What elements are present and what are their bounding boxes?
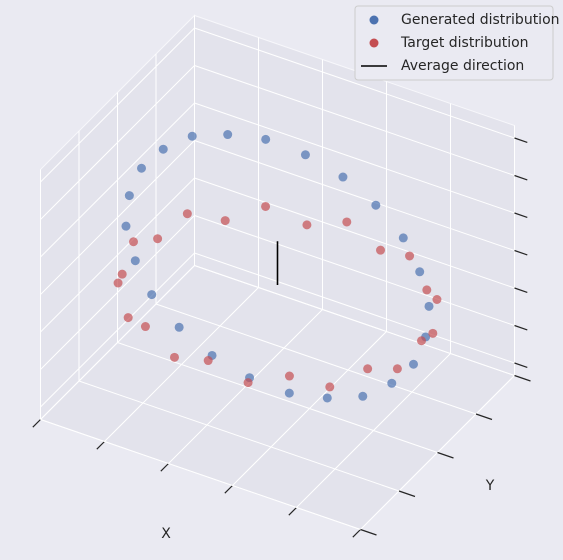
x-tick (352, 529, 361, 538)
point (325, 382, 335, 392)
y-tick (398, 490, 416, 498)
point (405, 251, 415, 261)
point (147, 290, 157, 300)
x-tick (32, 419, 41, 428)
legend-swatch (369, 38, 379, 48)
point (300, 150, 310, 160)
legend-label: Average direction (401, 58, 524, 74)
point (284, 371, 294, 381)
point (140, 322, 150, 332)
point (322, 393, 332, 403)
z-tick (514, 137, 528, 143)
point (417, 336, 426, 346)
grid-line (194, 65, 515, 176)
grid-line (194, 102, 515, 214)
plot (32, 14, 531, 538)
point (129, 237, 138, 247)
y-axis-label: Y (485, 478, 495, 494)
grid-line (194, 177, 515, 289)
point (338, 172, 348, 182)
point (137, 163, 146, 173)
grid-line (40, 252, 195, 408)
point (130, 256, 140, 266)
point (428, 328, 438, 338)
point (123, 313, 133, 323)
grid-line (194, 27, 515, 139)
grid-line (40, 65, 195, 220)
legend-swatch (369, 15, 379, 25)
grid-line (40, 27, 195, 183)
point (261, 201, 271, 211)
grid-line (78, 380, 400, 492)
grid-line (40, 419, 361, 530)
grid-line (194, 140, 515, 251)
grid-line (155, 303, 477, 415)
point (117, 269, 127, 279)
grid-line (194, 252, 515, 364)
point (174, 322, 184, 332)
z-tick (514, 324, 528, 331)
point (284, 388, 294, 398)
grid-line (194, 215, 515, 326)
legend-box (354, 5, 554, 81)
point (153, 234, 163, 244)
y-tick (475, 413, 493, 421)
point (243, 378, 253, 388)
grid-line (40, 215, 195, 370)
point (182, 209, 192, 219)
x-tick (96, 441, 105, 450)
z-tick (514, 174, 528, 181)
x-tick (160, 463, 169, 472)
point (376, 245, 386, 255)
x-axis-label: X (161, 526, 171, 542)
point (158, 144, 168, 154)
point (223, 130, 233, 140)
z-tick (514, 249, 528, 256)
point (415, 267, 425, 277)
legend: Generated distribution Target distributio… (354, 5, 560, 81)
legend-label: Target distribution (400, 35, 529, 51)
point (387, 378, 397, 388)
z-tick (514, 212, 528, 218)
point (169, 352, 179, 362)
point (432, 295, 442, 304)
grid-line (40, 177, 195, 333)
point (409, 359, 418, 369)
grid-line (40, 102, 195, 258)
grid-line (117, 342, 438, 453)
y-tick (437, 451, 454, 459)
point (261, 134, 271, 144)
point (302, 220, 312, 230)
grid-line (194, 265, 515, 376)
point (422, 285, 432, 295)
point (398, 233, 408, 243)
point (220, 216, 230, 226)
point (113, 278, 123, 288)
point (358, 391, 368, 401)
point (363, 364, 373, 374)
point (124, 191, 134, 201)
point (121, 221, 131, 231)
grid-line (40, 140, 195, 295)
y-tick (360, 528, 377, 536)
point (342, 217, 352, 227)
z-tick (514, 287, 528, 293)
point (203, 356, 213, 366)
point (392, 364, 402, 374)
z-tick (514, 362, 528, 368)
point (371, 200, 381, 210)
x-tick (224, 485, 233, 494)
point (187, 131, 197, 141)
legend-label: Generated distribution (401, 12, 560, 28)
point (424, 301, 434, 311)
x-tick (288, 507, 297, 516)
y-tick (514, 374, 531, 382)
